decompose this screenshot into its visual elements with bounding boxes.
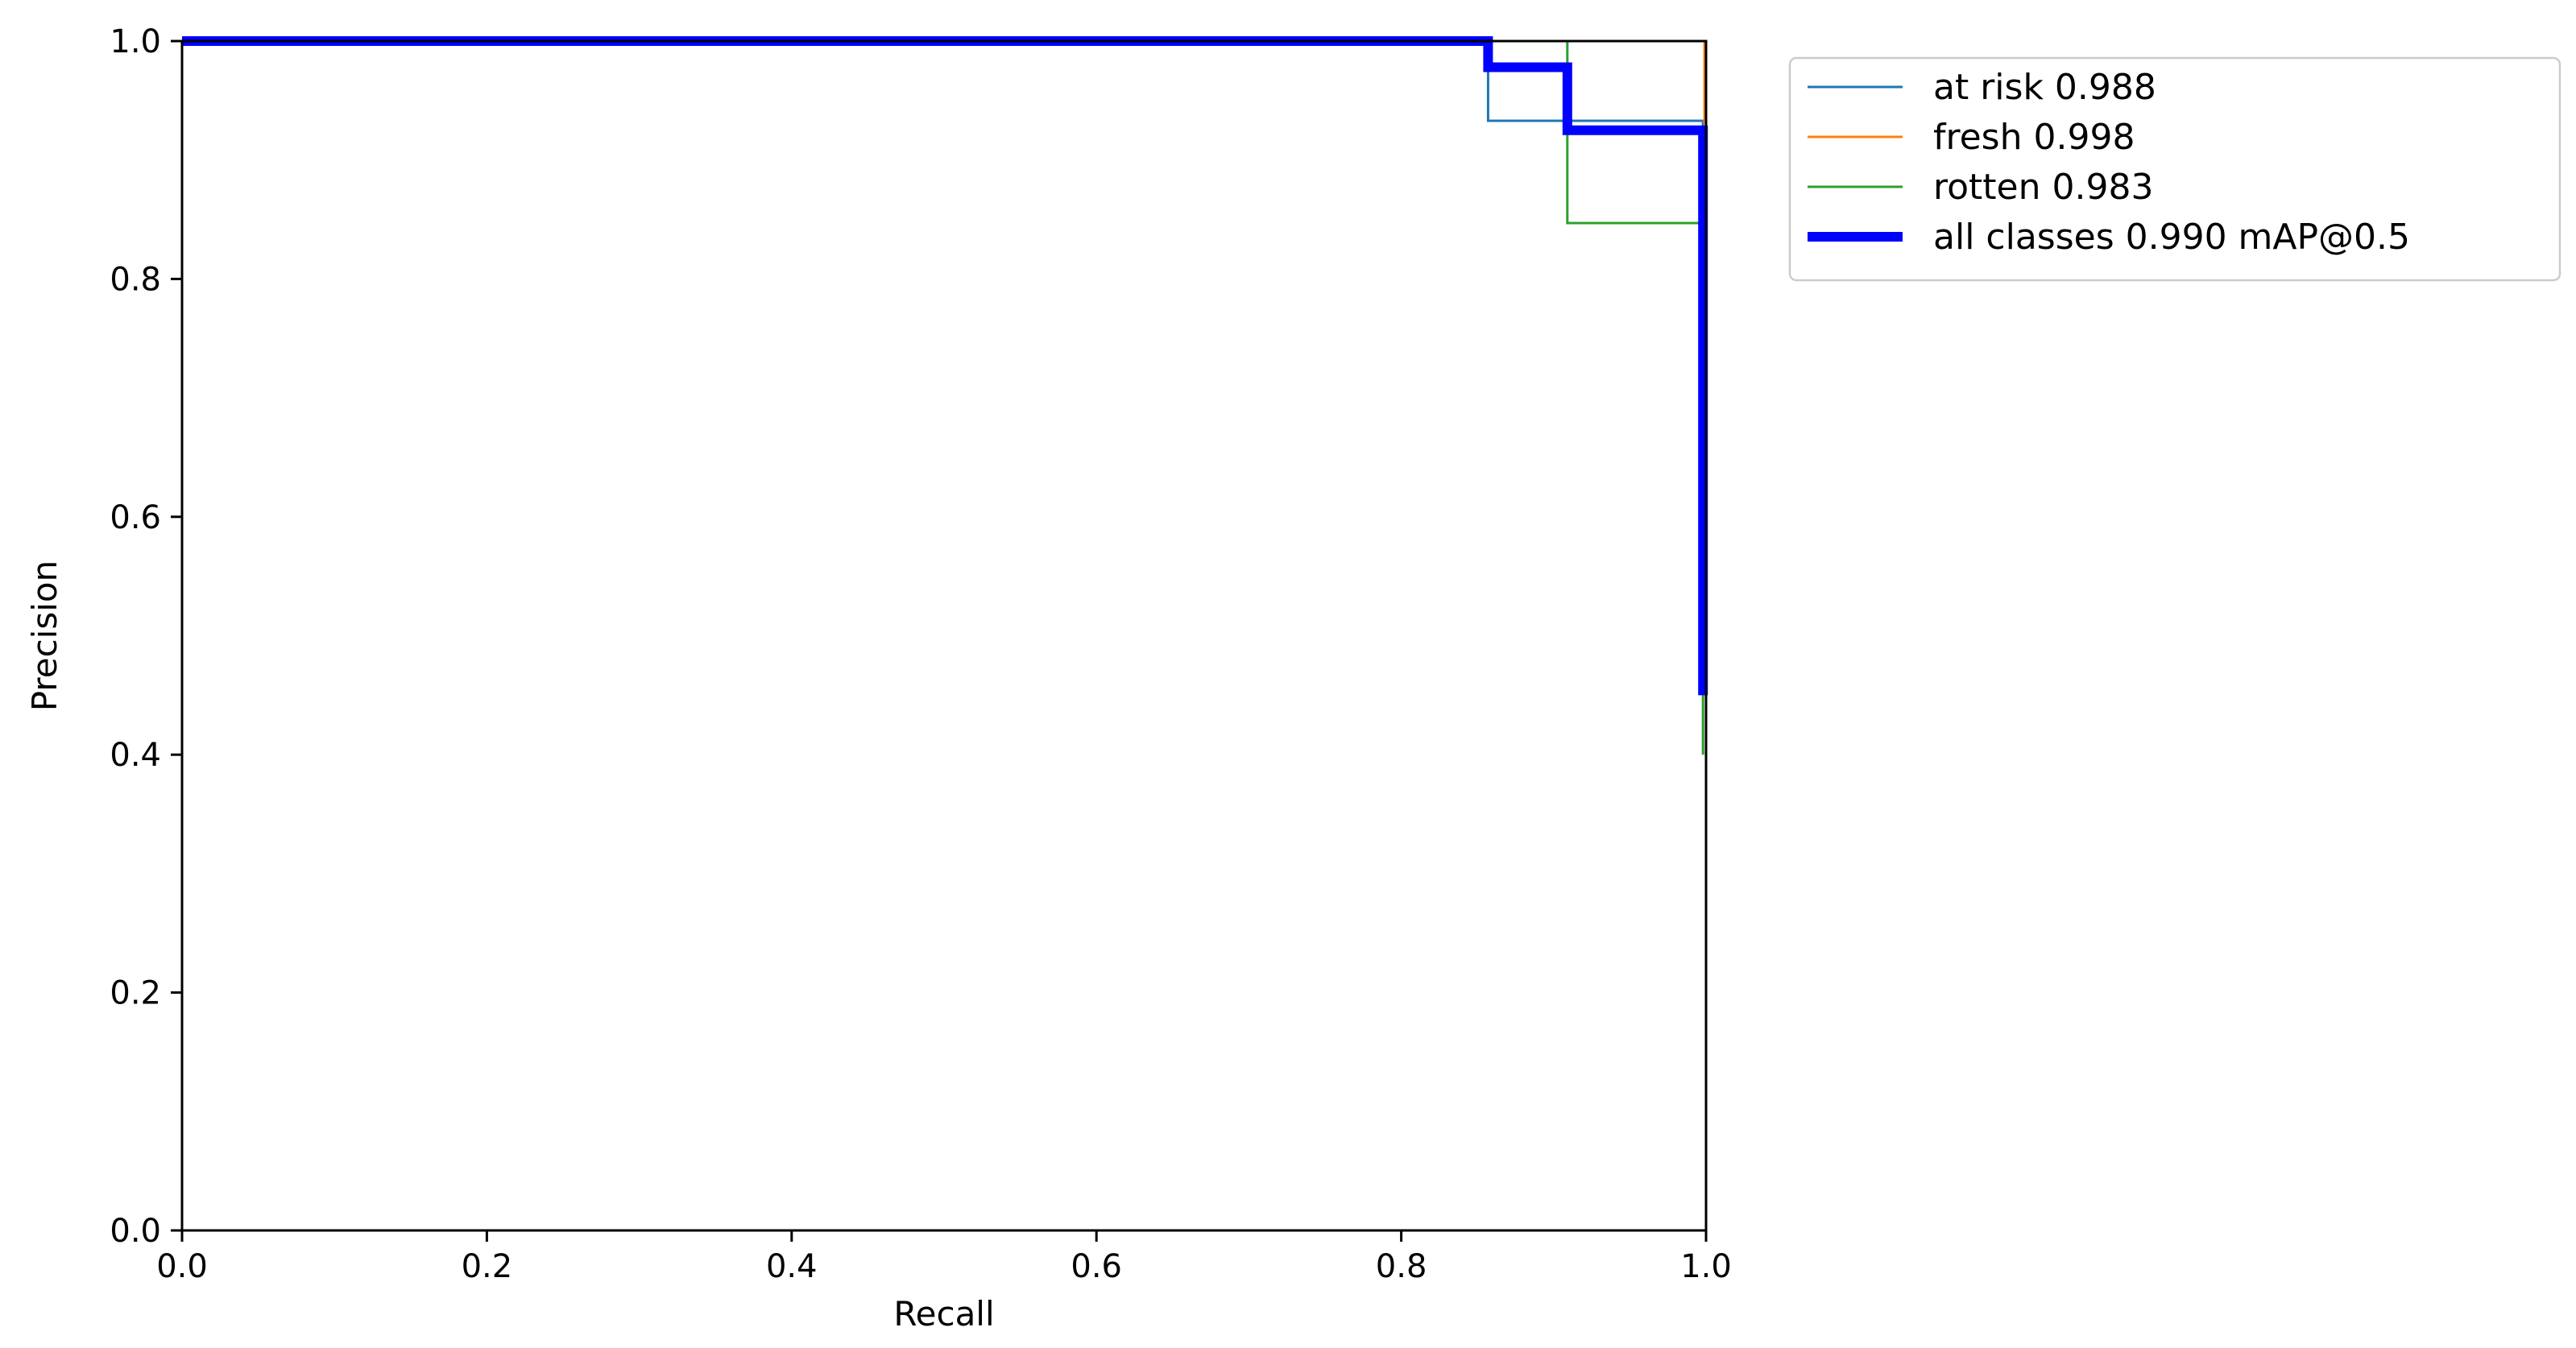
x-tick-label: 0.4 xyxy=(766,1248,818,1285)
legend-box xyxy=(1788,56,2562,282)
legend-label: all classes 0.990 mAP@0.5 xyxy=(1933,217,2410,258)
legend-label: rotten 0.983 xyxy=(1933,167,2153,208)
legend: at risk 0.988 fresh 0.998 rotten 0.983 all … xyxy=(1788,56,2562,282)
x-tick-label: 0.8 xyxy=(1376,1248,1427,1285)
x-axis-label: Recall xyxy=(893,1294,994,1334)
plot-background xyxy=(182,41,1706,1230)
x-tick-label: 0.6 xyxy=(1071,1248,1122,1285)
plot-area xyxy=(182,41,1706,1230)
legend-label: fresh 0.998 xyxy=(1933,117,2135,158)
axes-layer: 0.0 0.2 0.4 0.6 0.8 1.0 0.0 0.2 0.4 0.6 0.8 1.0 xyxy=(110,23,1731,1285)
axes-frame xyxy=(180,39,1708,1232)
y-tick-label: 1.0 xyxy=(110,23,161,60)
y-tick-label: 0.4 xyxy=(110,737,161,774)
x-tick-label: 0.2 xyxy=(462,1248,513,1285)
y-tick-label: 0.0 xyxy=(110,1213,161,1250)
y-tick-label: 0.6 xyxy=(110,499,161,536)
y-axis-label: Precision xyxy=(25,560,64,711)
y-tick-label: 0.2 xyxy=(110,975,161,1012)
y-tick-label: 0.8 xyxy=(110,261,161,298)
legend-label: at risk 0.988 xyxy=(1933,67,2156,108)
x-tick-label: 1.0 xyxy=(1680,1248,1732,1285)
x-tick-label: 0.0 xyxy=(156,1248,208,1285)
